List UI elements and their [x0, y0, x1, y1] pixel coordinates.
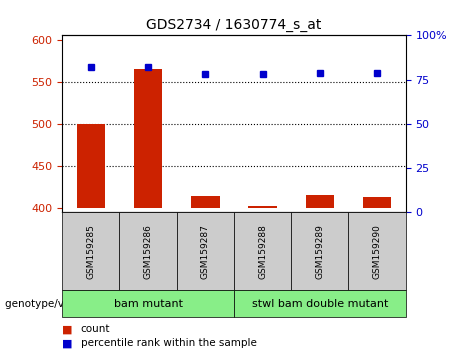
Text: bam mutant: bam mutant	[113, 298, 183, 309]
Text: GSM159289: GSM159289	[315, 224, 325, 279]
Text: GSM159287: GSM159287	[201, 224, 210, 279]
Bar	[77, 124, 105, 208]
Text: GSM159286: GSM159286	[143, 224, 153, 279]
Text: percentile rank within the sample: percentile rank within the sample	[81, 338, 257, 348]
Text: count: count	[81, 324, 110, 334]
Text: ■: ■	[62, 324, 73, 334]
Text: GSM159285: GSM159285	[86, 224, 95, 279]
Title: GDS2734 / 1630774_s_at: GDS2734 / 1630774_s_at	[146, 18, 322, 32]
Bar	[306, 195, 334, 208]
Bar	[248, 206, 277, 208]
Text: stwl bam double mutant: stwl bam double mutant	[252, 298, 388, 309]
Bar	[363, 197, 391, 208]
Text: ■: ■	[62, 338, 73, 348]
Bar	[191, 195, 219, 208]
Text: GSM159290: GSM159290	[372, 224, 382, 279]
Bar	[134, 69, 162, 208]
Text: GSM159288: GSM159288	[258, 224, 267, 279]
Text: genotype/variation ▶: genotype/variation ▶	[5, 298, 115, 309]
